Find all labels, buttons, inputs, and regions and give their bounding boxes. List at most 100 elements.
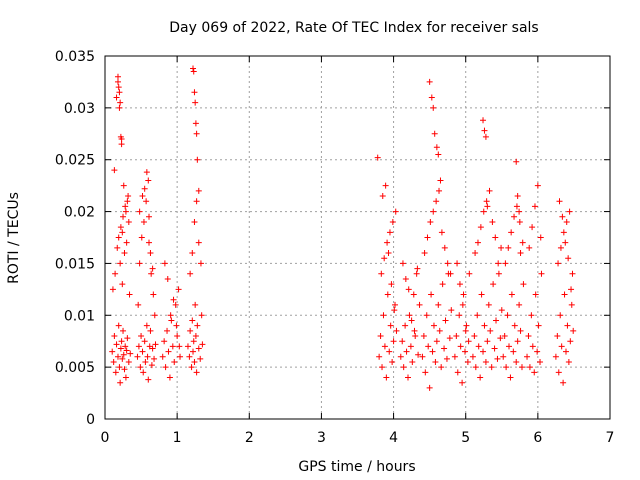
data-point (516, 208, 523, 215)
data-point (379, 193, 386, 200)
data-point (447, 270, 454, 277)
data-point (429, 348, 436, 355)
data-point (146, 213, 153, 220)
data-point (125, 358, 132, 365)
data-point (122, 203, 129, 210)
x-tick-label: 3 (317, 430, 326, 446)
data-point (433, 338, 440, 345)
data-point (120, 182, 127, 189)
data-point (433, 198, 440, 205)
data-point (384, 291, 391, 298)
data-point (510, 348, 517, 355)
data-point (441, 345, 448, 352)
data-point (120, 213, 127, 220)
data-point (506, 343, 512, 350)
data-point (494, 355, 501, 362)
data-point (565, 358, 572, 365)
data-point (435, 151, 442, 158)
data-point (120, 327, 127, 334)
data-point (384, 239, 391, 246)
data-point (195, 345, 202, 352)
data-point (410, 291, 417, 298)
data-point (517, 327, 524, 334)
data-point (555, 260, 562, 267)
y-tick-label: 0.015 (55, 256, 95, 272)
data-point (561, 291, 568, 298)
data-point (451, 353, 458, 360)
data-point (389, 358, 396, 365)
data-point (376, 353, 383, 360)
x-tick-label: 5 (461, 430, 470, 446)
data-point (443, 355, 450, 362)
data-point (570, 327, 577, 334)
data-point (120, 351, 127, 358)
data-point (537, 234, 544, 241)
x-tick-label: 6 (533, 430, 542, 446)
data-point (117, 99, 124, 106)
data-point (474, 312, 481, 319)
x-tick-label: 1 (173, 430, 182, 446)
data-point (513, 203, 520, 210)
data-point (463, 322, 470, 329)
data-point (427, 218, 434, 225)
data-point (115, 84, 122, 91)
data-point (197, 355, 204, 362)
data-point (125, 193, 132, 200)
data-point (459, 301, 466, 308)
data-point (386, 348, 393, 355)
data-point (190, 338, 197, 345)
data-point (409, 358, 416, 365)
data-point (482, 358, 489, 365)
data-point (483, 198, 490, 205)
data-point (191, 89, 198, 96)
data-point (137, 364, 144, 371)
data-point (446, 335, 453, 342)
data-point (124, 335, 131, 342)
data-point (562, 348, 569, 355)
data-point (116, 364, 123, 371)
data-point (192, 301, 199, 308)
data-point (171, 358, 178, 365)
data-point (419, 353, 426, 360)
data-point (482, 133, 489, 140)
data-point (112, 270, 119, 277)
data-point (425, 343, 432, 350)
data-point (145, 177, 152, 184)
data-point (413, 270, 420, 277)
data-point (190, 348, 197, 355)
data-point (195, 239, 202, 246)
data-point (502, 260, 509, 267)
data-point (464, 358, 471, 365)
data-point (454, 260, 461, 267)
data-point (193, 369, 200, 376)
data-point (495, 260, 502, 267)
data-point (381, 343, 388, 350)
data-point (562, 239, 569, 246)
data-point (555, 369, 562, 376)
data-point (426, 384, 433, 391)
data-point (117, 260, 124, 267)
data-point (444, 260, 451, 267)
x-tick-label: 0 (101, 430, 110, 446)
data-point (114, 78, 121, 85)
data-point (141, 338, 148, 345)
data-point (532, 291, 539, 298)
data-point (437, 177, 444, 184)
data-point (517, 250, 524, 257)
data-point (189, 317, 196, 324)
data-point (381, 255, 388, 262)
data-point (457, 343, 464, 350)
data-point (166, 374, 173, 381)
data-point (402, 275, 409, 282)
data-point (439, 281, 446, 288)
data-point (193, 198, 200, 205)
data-point (441, 244, 448, 251)
data-point (448, 307, 455, 314)
plot-frame (104, 55, 611, 420)
data-point (127, 350, 134, 357)
data-point (529, 343, 536, 350)
data-point (140, 369, 147, 376)
data-point (529, 224, 536, 231)
data-point (508, 229, 515, 236)
data-point (503, 364, 510, 371)
